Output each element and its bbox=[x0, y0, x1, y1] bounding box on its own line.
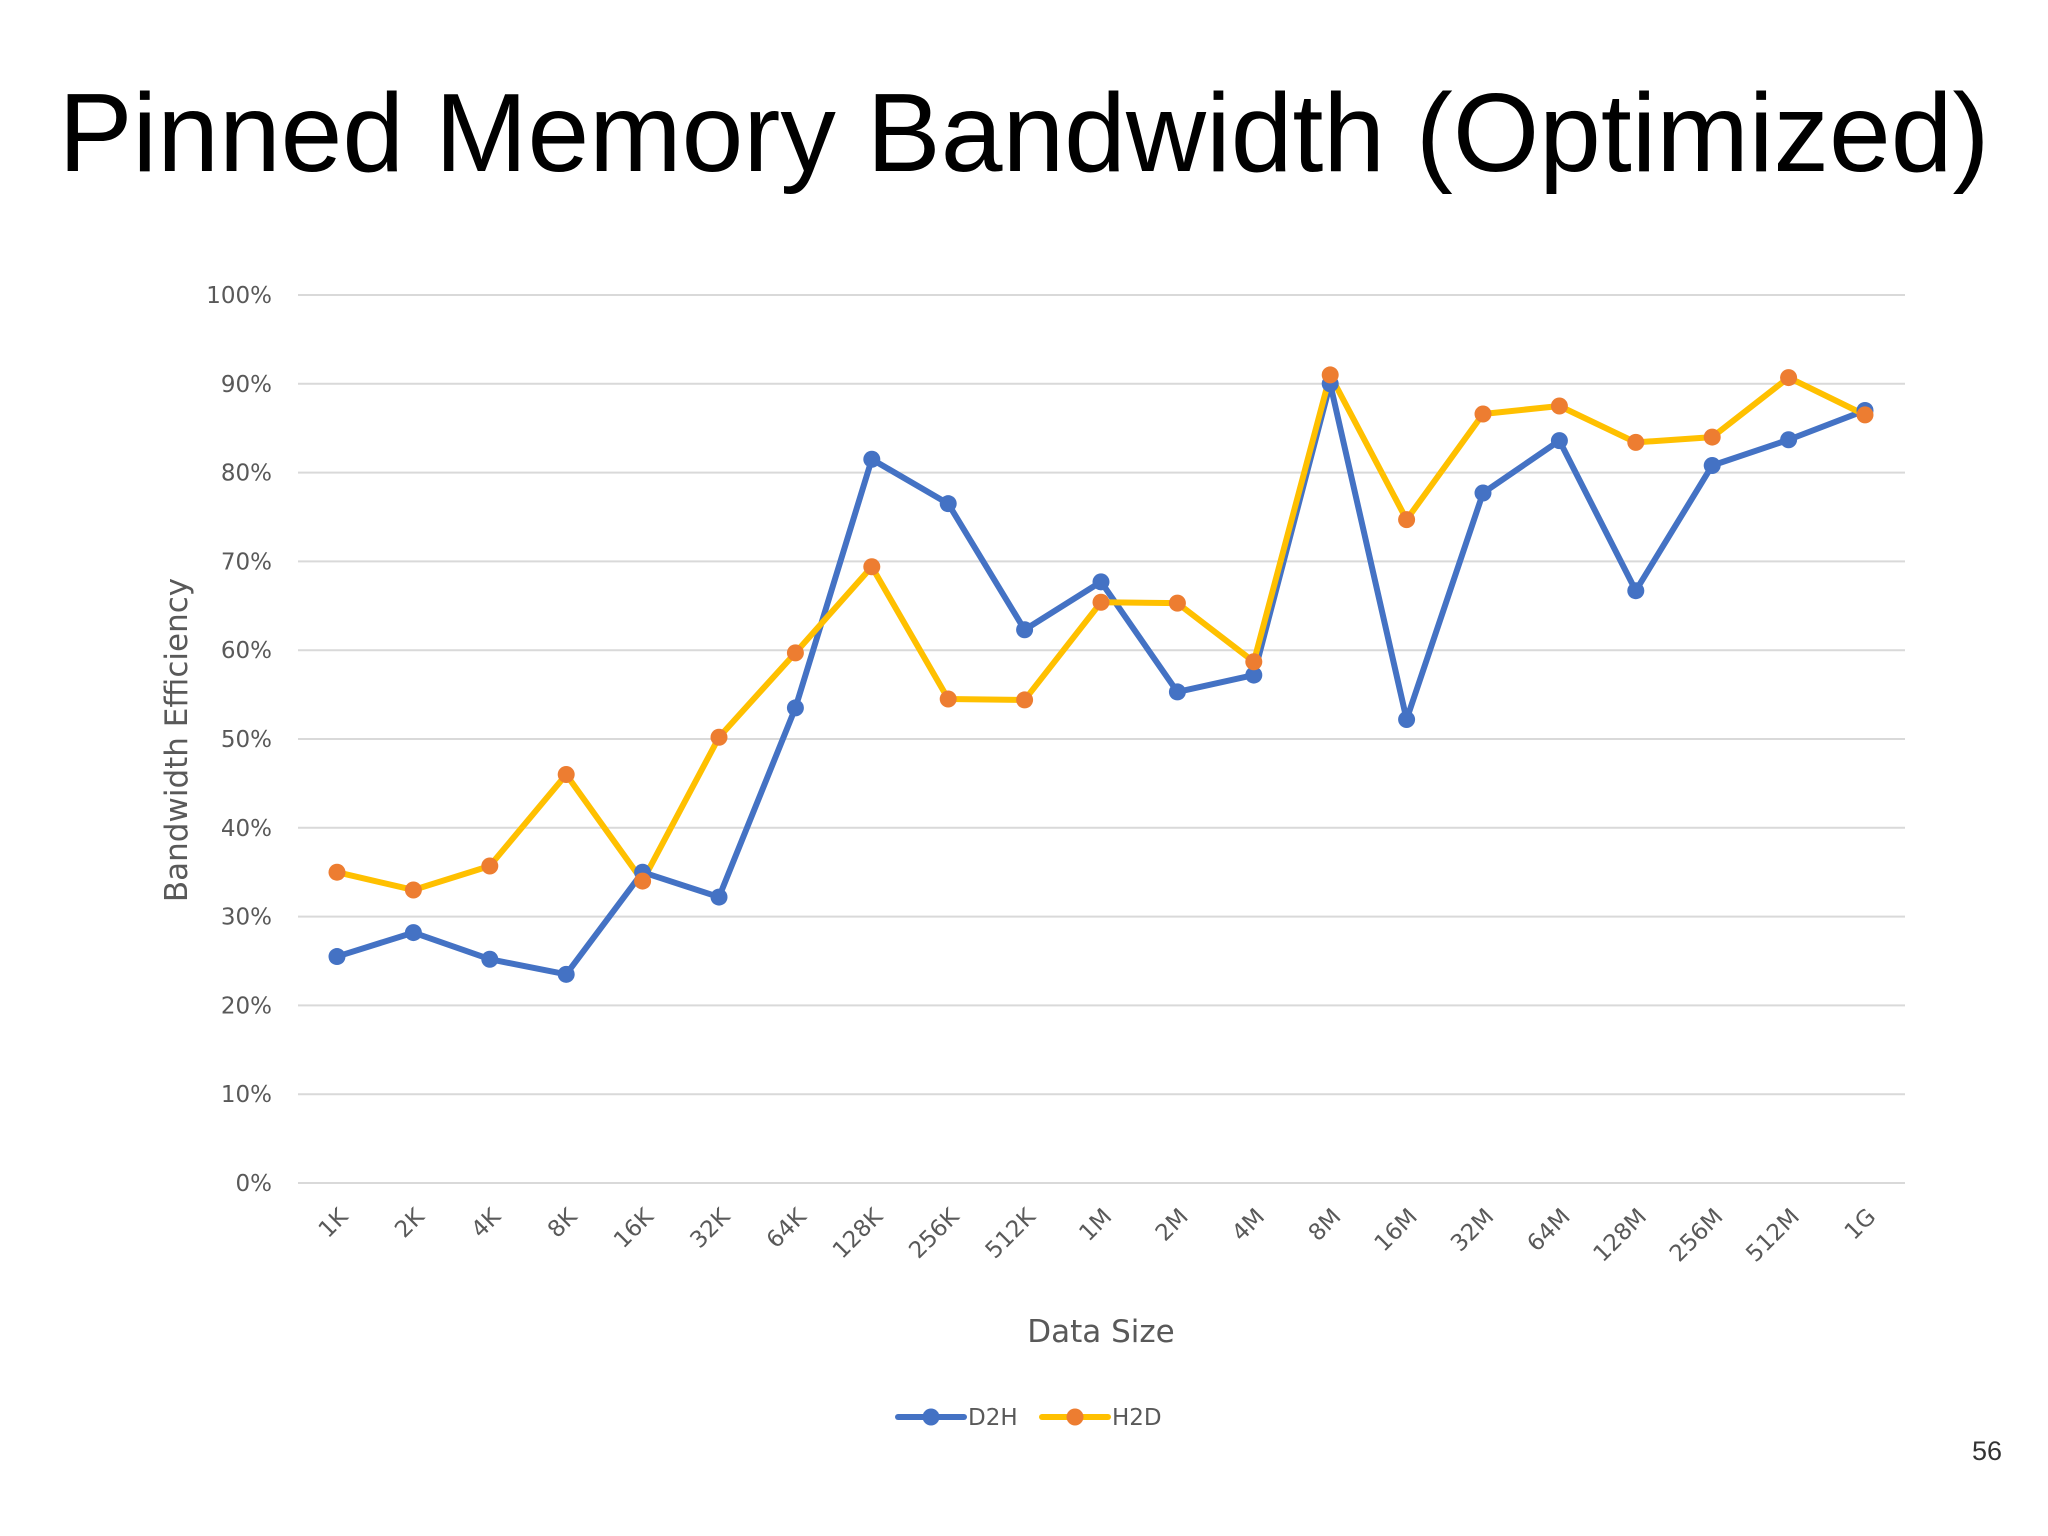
data-point-h2d bbox=[557, 766, 575, 784]
data-point-d2h bbox=[1245, 666, 1263, 684]
data-point-d2h bbox=[1627, 582, 1645, 600]
data-point-d2h bbox=[863, 450, 881, 468]
data-point-h2d bbox=[1016, 691, 1034, 709]
data-point-d2h bbox=[1474, 484, 1492, 502]
data-point-d2h bbox=[1550, 432, 1568, 450]
gridlines bbox=[298, 294, 1905, 1184]
data-point-d2h bbox=[1703, 456, 1721, 474]
data-point-h2d bbox=[1321, 366, 1339, 384]
y-tick-label: 30% bbox=[221, 905, 272, 931]
y-tick-label: 80% bbox=[221, 461, 272, 487]
legend-label-h2d: H2D bbox=[1112, 1405, 1162, 1431]
data-point-h2d bbox=[1092, 593, 1110, 611]
slide-title: Pinned Memory Bandwidth (Optimized) bbox=[58, 71, 1990, 195]
y-axis-tick-labels: 0% 10% 20% 30% 40% 50% 60% 70% 80% 90% 100% bbox=[206, 283, 272, 1197]
data-point-d2h bbox=[710, 888, 728, 906]
data-point-h2d bbox=[1703, 428, 1721, 446]
data-point-h2d bbox=[1550, 397, 1568, 415]
legend: D2H H2D bbox=[895, 1405, 1162, 1431]
data-point-h2d bbox=[481, 857, 499, 875]
data-point-h2d bbox=[1474, 405, 1492, 423]
data-point-d2h bbox=[1168, 683, 1186, 701]
data-point-d2h bbox=[328, 948, 346, 966]
data-point-d2h bbox=[557, 965, 575, 983]
y-tick-label: 20% bbox=[221, 993, 272, 1019]
data-point-h2d bbox=[863, 558, 881, 576]
data-point-h2d bbox=[1168, 594, 1186, 612]
data-point-h2d bbox=[939, 690, 957, 708]
slide-number: 56 bbox=[1971, 1436, 2002, 1466]
legend-marker-h2d bbox=[1066, 1408, 1084, 1426]
data-point-d2h bbox=[939, 495, 957, 513]
data-point-d2h bbox=[481, 950, 499, 968]
y-tick-label: 60% bbox=[221, 638, 272, 664]
data-point-h2d bbox=[786, 644, 804, 662]
y-tick-label: 40% bbox=[221, 816, 272, 842]
data-point-h2d bbox=[404, 881, 422, 899]
data-point-d2h bbox=[404, 924, 422, 942]
data-point-h2d bbox=[634, 872, 652, 890]
data-point-d2h bbox=[1092, 573, 1110, 591]
data-point-h2d bbox=[1856, 406, 1874, 424]
data-point-h2d bbox=[1398, 511, 1416, 529]
data-point-h2d bbox=[1780, 369, 1798, 387]
data-point-h2d bbox=[1627, 433, 1645, 451]
data-point-d2h bbox=[1398, 710, 1416, 728]
legend-marker-d2h bbox=[922, 1408, 940, 1426]
data-point-h2d bbox=[328, 863, 346, 881]
data-point-d2h bbox=[786, 699, 804, 717]
data-point-d2h bbox=[1016, 621, 1034, 639]
y-axis-title: Bandwidth Efficiency bbox=[159, 578, 195, 902]
data-point-h2d bbox=[710, 728, 728, 746]
y-tick-label: 70% bbox=[221, 549, 272, 575]
y-tick-label: 0% bbox=[236, 1171, 273, 1197]
chart-area bbox=[110, 260, 1950, 1460]
y-tick-label: 50% bbox=[221, 727, 272, 753]
series-group bbox=[328, 366, 1874, 983]
data-point-d2h bbox=[1780, 431, 1798, 449]
y-tick-label: 90% bbox=[221, 372, 272, 398]
legend-label-d2h: D2H bbox=[968, 1405, 1018, 1431]
x-axis-title: Data Size bbox=[1027, 1314, 1175, 1350]
y-tick-label: 10% bbox=[221, 1082, 272, 1108]
y-tick-label: 100% bbox=[206, 283, 272, 309]
data-point-h2d bbox=[1245, 653, 1263, 671]
